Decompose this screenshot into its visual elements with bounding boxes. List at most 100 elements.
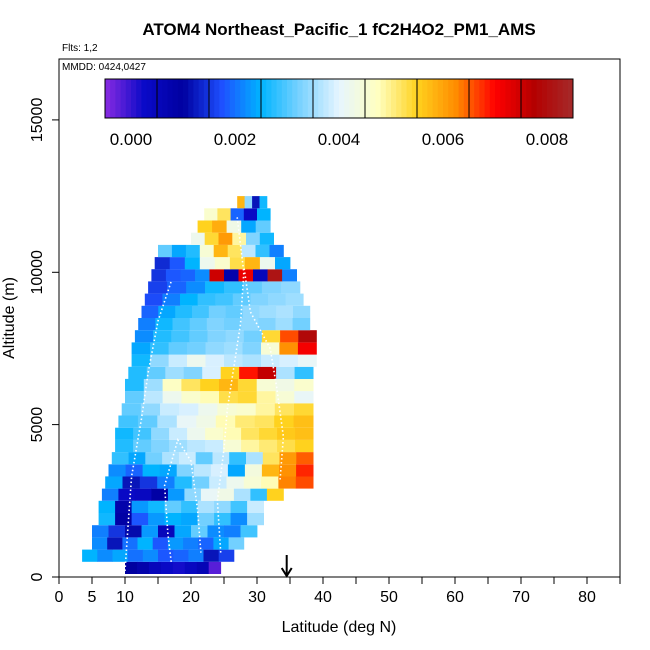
profile-cell <box>167 537 184 550</box>
profile-cell <box>282 269 297 282</box>
colorbar-swatch <box>562 79 569 118</box>
x-tick-label: 20 <box>182 589 200 606</box>
colorbar-swatch <box>146 79 153 118</box>
profile-cell <box>191 525 208 538</box>
profile-cell <box>185 244 201 258</box>
colorbar-swatch <box>183 79 189 118</box>
profile-cell <box>107 537 123 550</box>
profile-cell <box>210 464 229 477</box>
profile-cell <box>275 378 295 392</box>
profile-cell <box>213 537 229 550</box>
colorbar-swatch <box>437 79 444 118</box>
profile-cell <box>162 391 182 404</box>
profile-cell <box>92 537 108 550</box>
profile-cell <box>244 464 263 477</box>
profile-cell <box>198 403 218 416</box>
profile-cell <box>172 318 191 331</box>
colorbar-swatch <box>375 79 382 118</box>
profile-cell <box>218 232 233 245</box>
profile-cell <box>151 439 170 453</box>
profile-cell <box>279 464 297 477</box>
profile-cell <box>209 476 227 489</box>
colorbar-swatch <box>110 79 116 118</box>
profile-cell <box>200 391 220 404</box>
colorbar-swatch <box>344 79 350 118</box>
x-tick-label: 40 <box>314 589 332 606</box>
profile-cell <box>258 318 276 331</box>
profile-cell <box>203 549 220 562</box>
profile-cell <box>157 415 178 428</box>
profile-cell <box>214 500 231 513</box>
profile-cell <box>252 196 260 209</box>
profile-cell <box>226 220 242 233</box>
profile-cell <box>122 537 138 550</box>
colorbar-swatch <box>120 79 127 118</box>
profile-cell <box>92 525 109 538</box>
profile-cell <box>188 549 204 562</box>
profile-cell <box>239 366 259 379</box>
profile-cell <box>253 269 268 282</box>
profile-cell <box>165 366 185 379</box>
colorbar-tick-label: 0.000 <box>110 130 153 149</box>
colorbar-swatch <box>417 79 423 118</box>
profile-cell <box>181 378 201 392</box>
profile-cell <box>214 257 231 270</box>
colorbar-tick-label: 0.006 <box>422 130 465 149</box>
profile-cell <box>207 525 225 538</box>
profile-cell <box>218 549 235 562</box>
profile-cell <box>160 403 180 416</box>
profile-cell <box>137 561 150 574</box>
profile-cell <box>276 366 295 379</box>
profile-cell <box>187 439 206 453</box>
profile-cell <box>196 415 217 428</box>
colorbar-labels: 0.000 0.002 0.004 0.006 0.008 <box>110 130 569 149</box>
profile-cell <box>217 488 235 501</box>
profile-cell <box>150 354 169 367</box>
profile-cell <box>189 330 208 343</box>
colorbar-swatch <box>245 79 252 118</box>
profile-cell <box>200 378 220 392</box>
profile-cell <box>187 354 206 367</box>
profile-cell <box>199 257 216 270</box>
profile-cell <box>223 439 242 453</box>
profile-cell <box>205 439 224 453</box>
colorbar-swatch <box>271 79 278 118</box>
latitude-marker-arrow <box>280 555 293 578</box>
plot-area <box>58 58 621 578</box>
colorbar-swatch <box>422 79 428 118</box>
x-tick-label: 10 <box>116 589 134 606</box>
colorbar-swatch <box>105 79 111 118</box>
x-tick-label: 5 <box>88 589 97 606</box>
profile-cell <box>192 305 210 318</box>
profile-cell <box>261 281 282 294</box>
profile-cell <box>184 561 198 574</box>
profile-cell <box>193 464 212 477</box>
profile-cell <box>202 366 222 379</box>
colorbar-swatch <box>349 79 356 118</box>
profile-cell <box>173 549 189 562</box>
colorbar-swatch <box>167 79 174 118</box>
profile-cell <box>195 269 210 282</box>
profile-cell <box>151 427 170 440</box>
x-axis: 0 5 10 20 30 40 50 60 70 80 <box>55 577 621 606</box>
colorbar-swatch <box>391 79 397 118</box>
profile-cell <box>206 318 225 331</box>
profile-cell <box>247 500 264 513</box>
colorbar-swatch <box>250 79 257 118</box>
profile-cell <box>285 293 304 306</box>
colorbar-swatch <box>219 79 226 118</box>
flights-note: Flts: 1,2 <box>62 43 98 54</box>
profile-cell <box>137 537 154 550</box>
profile-cell <box>167 281 187 294</box>
profile-cell <box>277 439 296 453</box>
profile-cell <box>227 464 246 477</box>
y-tick-label: 15000 <box>29 98 46 143</box>
colorbar-swatch <box>458 79 465 118</box>
profile-cell <box>145 452 163 465</box>
colorbar-swatch <box>484 79 491 118</box>
flight-tracks-layer <box>124 217 285 571</box>
colorbar-swatch <box>172 79 179 118</box>
plot-frame <box>58 58 621 578</box>
profile-cell <box>131 342 151 355</box>
profile-cell <box>241 318 259 331</box>
